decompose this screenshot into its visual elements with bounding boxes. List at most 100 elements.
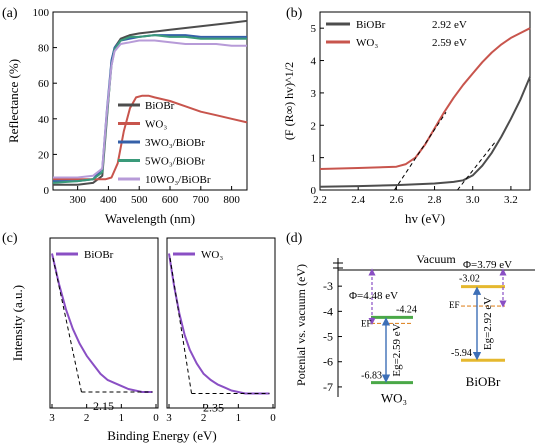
panel-a-frame <box>52 11 248 191</box>
panel-b-legend-label: BiOBr <box>356 19 386 31</box>
panel-c-frame-1 <box>49 237 159 409</box>
panel-c-tangent <box>169 257 193 394</box>
panel-d-vacuum-label: Vacuum <box>416 252 456 266</box>
panel-d-ef-label: EF <box>449 300 460 310</box>
panel-a-series-line-4 <box>53 39 247 179</box>
panel-b-ytick-label: 1 <box>311 153 317 165</box>
panel-b-ylabel: (F (R∞) hv)^1/2 <box>282 62 296 140</box>
panel-a-ytick-label: 60 <box>38 78 50 90</box>
panel-a-xtick-label: 400 <box>100 194 117 206</box>
panel-c-xtick-label: 2 <box>201 412 207 424</box>
panel-a-ytick-label: 20 <box>38 149 50 161</box>
panel-b-tangents <box>394 112 497 191</box>
panel-a-label: (a) <box>2 6 18 21</box>
panel-b-label: (b) <box>286 6 303 21</box>
panel-b-series-line-1 <box>319 27 531 170</box>
panel-d-ytick-label: -3 <box>323 279 333 293</box>
panel-c-legend-label: BiOBr <box>84 249 114 261</box>
panel-a-legend-label: 10WO₃/BiOBr <box>145 174 211 186</box>
panel-d-ylabel: Potenial vs. vacuum (eV) <box>294 264 308 386</box>
panel-d-band-diagram: (d) -3 -4 -5 -6 -7 -4.24 -6.83 EF Φ=4.48 eV WO₃ Eg… <box>286 231 535 406</box>
panel-a-ytick-label: 0 <box>44 185 50 197</box>
panel-a-xtick-label: 300 <box>69 194 86 206</box>
panel-b-ytick-label: 2 <box>311 120 317 132</box>
panel-d-material-name: WO₃ <box>381 391 407 406</box>
panel-b-xtick-label: 3.0 <box>466 194 480 206</box>
panel-c-curve-1 <box>168 253 270 395</box>
panel-d-vb-label: -6.83 <box>361 371 382 382</box>
panel-a-legend-label: 3WO₃/BiOBr <box>145 137 205 149</box>
panel-b-xtick-label: 2.8 <box>428 194 442 206</box>
panel-c-curve-0 <box>51 253 153 393</box>
panel-a-ytick-label: 40 <box>38 114 50 126</box>
panel-c-xtick-label: 2 <box>84 412 90 424</box>
panel-c-xps: (c) 3 2 1 0 BiOBr 2.15 3 2 1 0 WO₃ 2.35 Binding Ene… <box>2 231 276 443</box>
panel-d-ytick-label: -7 <box>323 380 333 394</box>
panel-d-ytick-label: -6 <box>323 355 333 369</box>
panel-a-xtick-label: 800 <box>223 194 240 206</box>
panel-d-eg-label: Eg=2.92 eV <box>482 297 494 350</box>
panel-c-xtick-label: 1 <box>119 412 125 424</box>
panel-b-legend-value: 2.92 eV <box>432 19 467 31</box>
panel-c-label: (c) <box>2 231 18 246</box>
panel-b-tauc: (b) 2.2 2.4 2.6 2.8 3.0 3.2 0 1 2 3 4 5 hv (eV) (F … <box>282 6 531 226</box>
panel-a-series <box>52 19 248 186</box>
panel-a-xtick-label: 700 <box>193 194 210 206</box>
panel-c-xtick-label: 1 <box>236 412 242 424</box>
panel-d-ytick-label: -4 <box>323 304 333 318</box>
panel-b-xtick-label: 2.4 <box>351 194 365 206</box>
panel-b-xlabel: hv (eV) <box>405 211 445 226</box>
panel-d-content: -3 -4 -5 -6 -7 -4.24 -6.83 EF Φ=4.48 eV WO₃ Eg=2.5… <box>323 258 535 406</box>
panel-d-material-name: BiOBr <box>466 374 501 389</box>
panel-d-label: (d) <box>286 231 303 246</box>
panel-a-xlabel: Wavelength (nm) <box>105 211 195 226</box>
panel-d-cb-label: -4.24 <box>396 304 417 315</box>
panel-b-legend-value: 2.59 eV <box>432 37 467 49</box>
panel-b-tangent-biobr <box>457 141 497 191</box>
panel-c-tangent <box>52 257 82 393</box>
panel-b-xtick-label: 3.2 <box>504 194 518 206</box>
panel-a-legend-label: 5WO₃/BiOBr <box>145 156 205 168</box>
panel-d-phi-label: Φ=4.48 eV <box>349 290 398 302</box>
panel-d-phi-label: Φ=3.79 eV <box>463 259 512 271</box>
panel-a-ytick-label: 100 <box>33 7 50 19</box>
panel-b-xtick-label: 2.2 <box>313 194 327 206</box>
panel-a-ticks: 300 400 500 600 700 800 0 20 40 60 80 100 <box>33 7 241 206</box>
panel-a-xtick-label: 600 <box>162 194 179 206</box>
panel-c-edge-value: 2.15 <box>93 399 114 413</box>
panel-a-legend-label: BiOBr <box>145 100 175 112</box>
panel-b-tangent-wo3 <box>394 112 447 191</box>
panel-b-ytick-label: 3 <box>311 88 317 100</box>
panel-a-series-line-0 <box>53 19 248 186</box>
panel-a-xtick-label: 500 <box>131 194 148 206</box>
panel-c-xtick-label: 3 <box>49 412 55 424</box>
panel-c-xtick-label: 0 <box>270 412 276 424</box>
panel-c-content: 3 2 1 0 BiOBr 2.15 3 2 1 0 WO₃ 2.35 <box>49 249 276 424</box>
panel-b-ytick-label: 4 <box>311 56 317 68</box>
panel-b-xtick-label: 2.6 <box>389 194 403 206</box>
panel-c-xtick-label: 0 <box>153 412 159 424</box>
panel-d-vb-label: -5.94 <box>451 348 472 359</box>
panel-d-eg-label: Eg=2.59 eV <box>391 323 403 376</box>
panel-c-legend-label: WO₃ <box>201 249 223 261</box>
panel-c-ylabel: Intensity (a.u.) <box>10 285 25 361</box>
panel-b-series-line-0 <box>319 76 531 188</box>
panel-c-frame-2 <box>166 237 276 409</box>
panel-a-ytick-label: 80 <box>38 43 50 55</box>
panel-b-ytick-label: 5 <box>311 23 317 35</box>
panel-a-reflectance: (a) 300 400 500 600 700 800 0 20 40 60 80 100 Wavel… <box>2 6 248 226</box>
panel-a-legend: BiOBr WO₃ 3WO₃/BiOBr 5WO₃/BiOBr 10WO₃/BiOBr <box>118 100 211 186</box>
panel-b-series <box>319 27 531 188</box>
panel-d-ef-label: EF <box>361 318 372 328</box>
panel-a-legend-label: WO₃ <box>145 119 167 131</box>
panel-a-ylabel: Reflectance (%) <box>6 59 21 143</box>
panel-c-xtick-label: 3 <box>166 412 172 424</box>
panel-b-legend: BiOBr 2.92 eV WO₃ 2.59 eV <box>326 19 467 49</box>
panel-b-legend-label: WO₃ <box>356 37 378 49</box>
panel-c-edge-value: 2.35 <box>203 400 224 414</box>
panel-b-ytick-label: 0 <box>311 185 317 197</box>
panel-c-xlabel: Binding Energy (eV) <box>107 428 217 443</box>
panel-d-cb-label: -3.02 <box>459 274 480 285</box>
panel-b-ticks: 2.2 2.4 2.6 2.8 3.0 3.2 0 1 2 3 4 5 <box>311 23 518 206</box>
